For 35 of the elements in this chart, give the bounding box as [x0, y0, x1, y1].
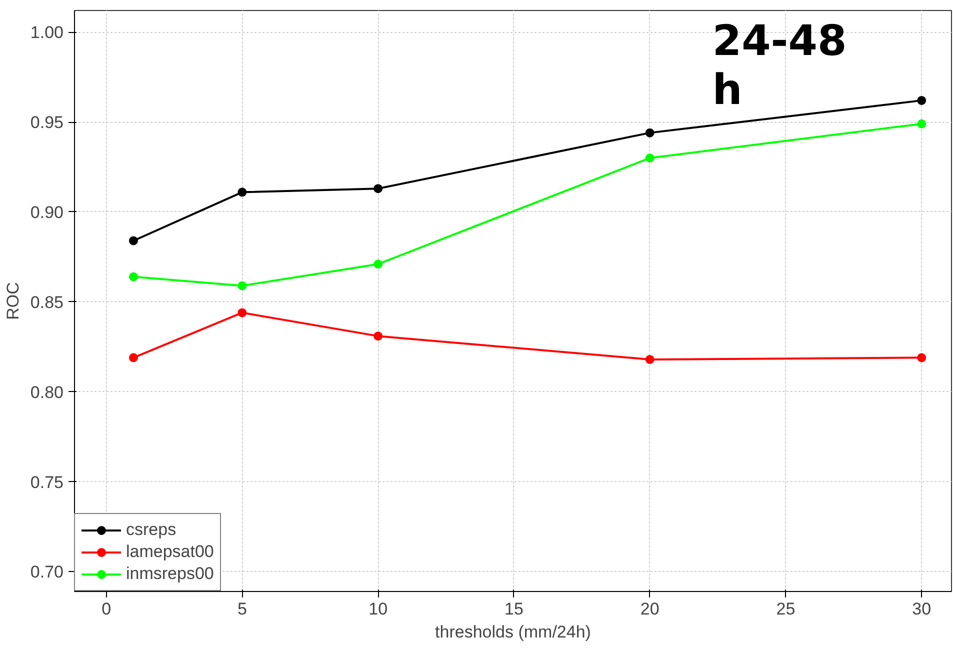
legend-label: inmsreps00 — [126, 564, 214, 584]
x-tick-label: 25 — [776, 600, 796, 618]
y-tick-label: 0.80 — [30, 382, 64, 402]
point — [374, 184, 383, 194]
y-tick-label: 0.70 — [30, 562, 64, 582]
point — [374, 332, 383, 341]
x-tick-label: 15 — [504, 600, 524, 618]
point — [917, 119, 926, 128]
y-tick-label: 0.75 — [30, 472, 64, 492]
point — [917, 96, 926, 105]
point — [374, 260, 383, 269]
legend-label: lamepsat00 — [126, 542, 214, 562]
y-axis-title: ROC — [3, 282, 22, 320]
point — [917, 353, 926, 362]
y-tick-label: 1.00 — [30, 23, 64, 42]
point — [238, 281, 247, 290]
x-tick-label: 20 — [640, 600, 660, 618]
annotation: 24-48 h — [712, 16, 847, 114]
point — [645, 128, 654, 138]
point — [238, 308, 247, 318]
point — [128, 236, 138, 246]
legend-label: csreps — [126, 520, 176, 540]
y-tick-label: 0.90 — [30, 202, 64, 222]
y-tick-label: 0.95 — [30, 113, 64, 132]
point — [128, 353, 138, 362]
x-tick-label: 0 — [102, 600, 112, 618]
x-tick-label: 5 — [237, 600, 247, 618]
point — [645, 154, 654, 162]
point — [238, 188, 247, 197]
point — [128, 272, 138, 282]
x-tick-label: 30 — [912, 600, 932, 618]
point — [645, 354, 654, 364]
x-axis-title: thresholds (mm/24h) — [435, 622, 591, 642]
x-tick-label: 10 — [368, 600, 388, 618]
y-tick-label: 0.85 — [30, 292, 64, 312]
